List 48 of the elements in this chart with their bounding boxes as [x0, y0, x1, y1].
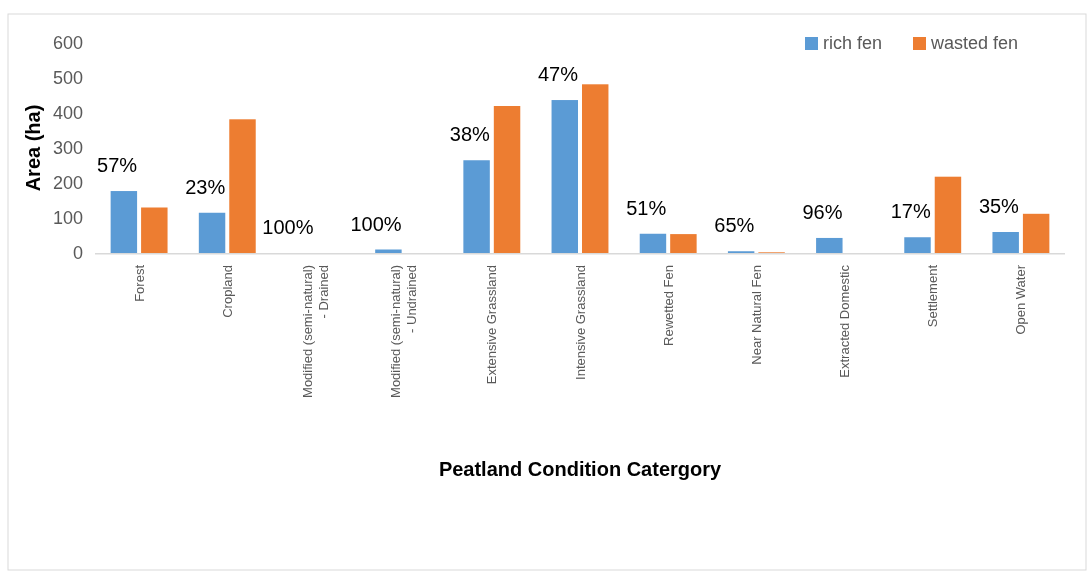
y-tick-label: 600 [52, 33, 83, 54]
x-tick-label: Modified (semi-natural) - Drained [300, 265, 331, 398]
x-tick-label: Extensive Grassland [484, 265, 500, 385]
bar [904, 237, 931, 253]
x-axis-title: Peatland Condition Catergory [438, 458, 722, 480]
legend-label: wasted fen [930, 33, 1019, 54]
y-tick-label: 300 [52, 138, 83, 159]
x-tick-label: Cropland [219, 265, 235, 318]
annotation: 47% [537, 63, 579, 86]
x-tick-label: Rewetted Fen [660, 265, 676, 346]
y-tick-label: 500 [52, 68, 83, 89]
bar [639, 233, 667, 253]
bar [1022, 213, 1050, 253]
bar [582, 84, 609, 253]
annotation: 35% [978, 195, 1020, 217]
y-tick-label: 400 [52, 103, 83, 124]
annotation: 23% [185, 175, 226, 198]
annotation: 57% [97, 154, 138, 177]
y-tick-label: 100 [52, 208, 83, 229]
y-tick-label: 0 [72, 243, 83, 264]
bar [463, 160, 490, 253]
bar [229, 119, 256, 253]
bar [141, 207, 168, 253]
bar [816, 237, 843, 253]
bar [670, 234, 697, 253]
annotation: 96% [802, 200, 843, 223]
bar [493, 106, 521, 253]
bar [198, 212, 226, 253]
y-axis-title: Area (ha) [22, 104, 44, 192]
annotation: 17% [890, 200, 931, 223]
bar [110, 191, 138, 253]
x-tick-label: Near Natural Fen [748, 265, 764, 365]
annotation: 65% [714, 214, 755, 237]
x-tick-label: Forest [131, 264, 147, 302]
x-tick-label: Open Water [1013, 264, 1029, 335]
bar [551, 100, 578, 253]
x-tick-label: Intensive Grassland [572, 265, 588, 380]
bar [934, 176, 962, 253]
annotation: 100% [350, 212, 402, 235]
annotation: 51% [626, 196, 667, 219]
x-tick-label: Modified (semi-natural) - Undrained [388, 265, 419, 398]
annotation: 38% [449, 123, 491, 146]
legend-label: rich fen [823, 33, 883, 54]
x-tick-label: Settlement [925, 264, 941, 328]
x-tick-label: Extracted Domestic [837, 264, 853, 378]
bar [992, 232, 1019, 253]
annotation: 100% [262, 216, 314, 238]
y-tick-label: 200 [52, 173, 83, 194]
